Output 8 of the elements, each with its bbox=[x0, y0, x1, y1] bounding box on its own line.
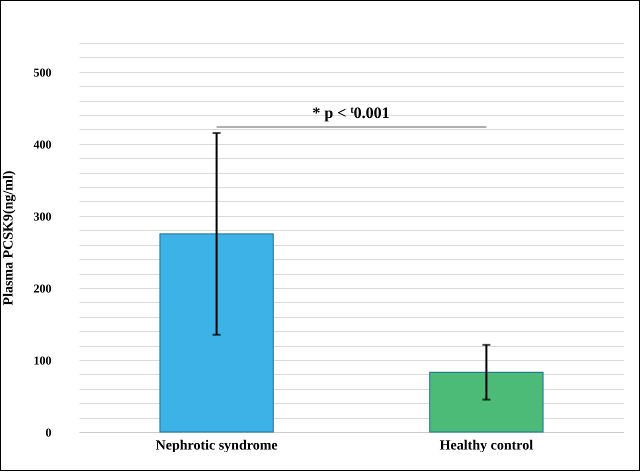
y-tick-label: 100 bbox=[34, 353, 52, 368]
y-tick-label: 500 bbox=[34, 65, 52, 80]
y-tick-label: 400 bbox=[34, 137, 52, 152]
y-tick-label: 300 bbox=[34, 209, 52, 224]
y-tick-label: 200 bbox=[34, 281, 52, 296]
annotation: * p < $^{t}$0.001 bbox=[312, 104, 390, 122]
y-axis-title: Plasma PCSK9(ng/ml) bbox=[2, 170, 16, 306]
y-tick-label: 0 bbox=[46, 426, 52, 440]
